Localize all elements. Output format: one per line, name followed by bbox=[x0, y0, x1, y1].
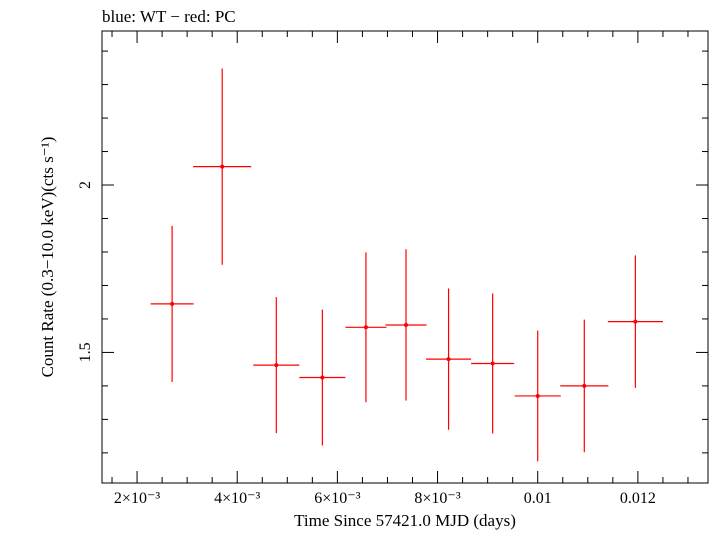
point-marker bbox=[490, 361, 495, 366]
data-point bbox=[607, 255, 663, 388]
x-tick-label: 6×10⁻³ bbox=[314, 490, 360, 507]
point-marker bbox=[170, 301, 175, 306]
data-point bbox=[471, 293, 515, 434]
x-tick-label: 2×10⁻³ bbox=[114, 490, 160, 507]
data-series-pc bbox=[150, 68, 663, 462]
plot-frame bbox=[101, 30, 709, 484]
chart-title: blue: WT − red: PC bbox=[102, 7, 236, 26]
x-tick-label: 0.012 bbox=[620, 490, 656, 507]
data-point bbox=[253, 297, 300, 434]
point-marker bbox=[446, 357, 451, 362]
data-point bbox=[385, 249, 427, 401]
point-marker bbox=[404, 322, 409, 327]
x-tick-label: 8×10⁻³ bbox=[414, 490, 460, 507]
point-marker bbox=[274, 363, 279, 368]
point-marker bbox=[633, 319, 638, 324]
x-axis-label: Time Since 57421.0 MJD (days) bbox=[294, 511, 516, 530]
point-marker bbox=[582, 383, 587, 388]
data-point bbox=[150, 225, 194, 382]
data-point bbox=[299, 309, 346, 446]
data-point bbox=[193, 68, 252, 265]
data-point bbox=[426, 288, 472, 430]
data-point bbox=[345, 252, 387, 403]
y-tick-label: 2 bbox=[77, 181, 94, 189]
y-tick-label: 1.5 bbox=[77, 342, 94, 362]
point-marker bbox=[320, 375, 325, 380]
y-axis: 1.52 bbox=[77, 50, 708, 454]
x-tick-label: 4×10⁻³ bbox=[214, 490, 260, 507]
point-marker bbox=[363, 325, 368, 330]
point-marker bbox=[535, 393, 540, 398]
y-axis-label: Count Rate (0.3−10.0 keV)(cts s⁻¹) bbox=[38, 137, 57, 378]
x-tick-label: 0.01 bbox=[524, 490, 552, 507]
x-axis: 2×10⁻³ 4×10⁻³ 6×10⁻³ 8×10⁻³ 0.01 0.012 bbox=[111, 31, 689, 507]
point-marker bbox=[220, 164, 225, 169]
data-point bbox=[514, 330, 561, 462]
data-point bbox=[560, 319, 609, 453]
